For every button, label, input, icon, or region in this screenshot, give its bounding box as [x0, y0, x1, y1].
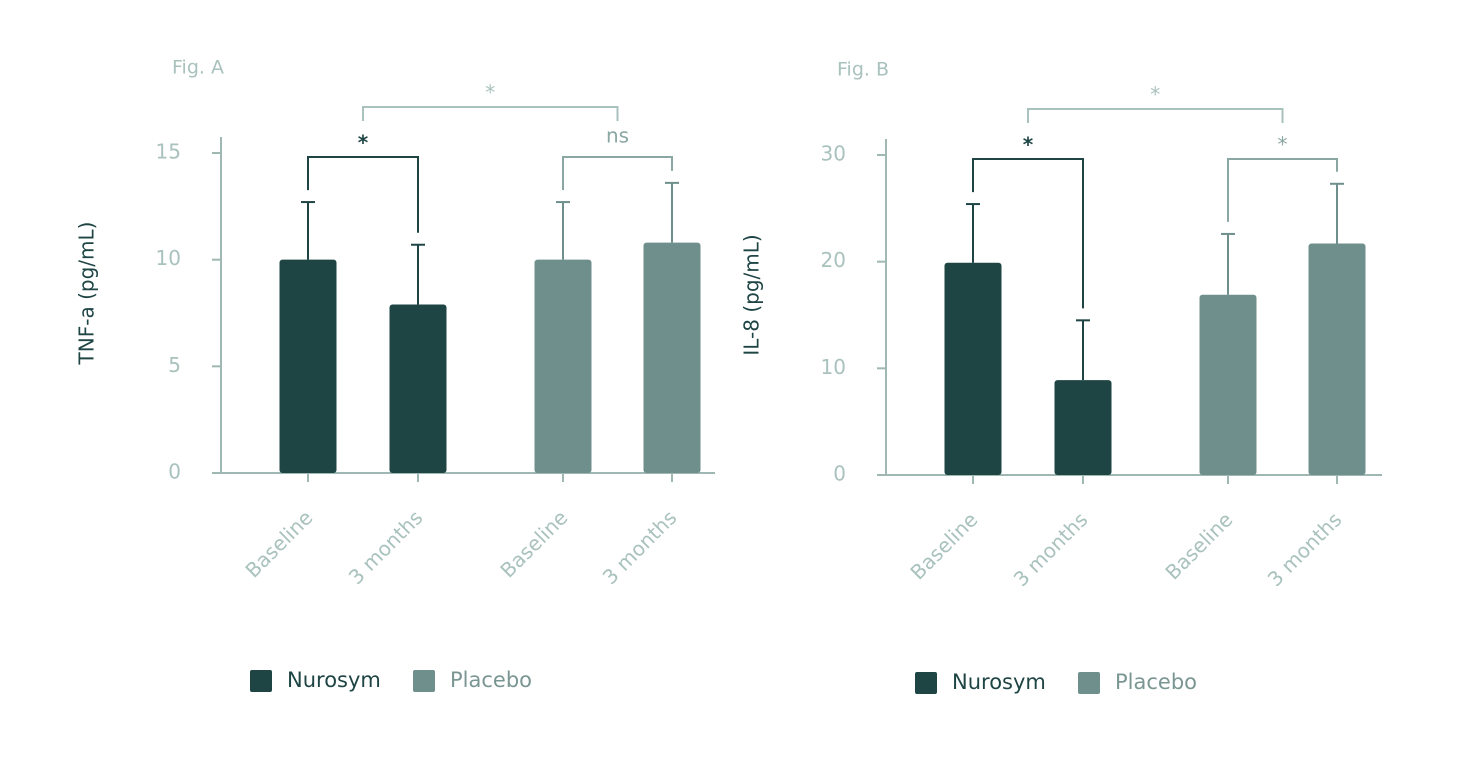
x-tick-label: Baseline: [905, 507, 982, 584]
x-tick-label: 3 months: [1263, 507, 1347, 591]
bar: [1199, 294, 1257, 475]
significance-bracket: [1027, 108, 1284, 123]
significance-bracket: [307, 156, 419, 233]
significance-label: *: [1023, 133, 1034, 157]
legend-swatch: [250, 670, 272, 692]
legend-swatch: [1078, 672, 1100, 694]
figure-label: Fig. B: [837, 59, 889, 81]
significance-bracket: [362, 106, 619, 121]
legend-label: Nurosym: [952, 670, 1046, 694]
x-tick-label: Baseline: [495, 505, 572, 582]
y-tick-label: 0: [168, 460, 181, 484]
figure-label: Fig. A: [172, 57, 224, 79]
x-tick-label: Baseline: [240, 505, 317, 582]
bar: [643, 242, 701, 473]
legend-label: Placebo: [1115, 670, 1197, 694]
significance-label: *: [358, 131, 369, 155]
significance-label: *: [1278, 133, 1288, 157]
y-tick-label: 15: [156, 140, 181, 164]
legend-swatch: [413, 670, 435, 692]
significance-bracket: [972, 158, 1084, 309]
y-tick-label: 30: [821, 142, 846, 166]
y-tick-label: 10: [156, 246, 181, 270]
significance-bracket: [1227, 158, 1338, 222]
legend-label: Nurosym: [287, 668, 381, 692]
y-axis-label: IL-8 (pg/mL): [740, 234, 764, 355]
y-tick-label: 10: [821, 355, 846, 379]
bar: [944, 262, 1002, 475]
bar: [389, 304, 447, 473]
significance-bracket: [562, 156, 673, 191]
legend-swatch: [915, 672, 937, 694]
x-tick-label: 3 months: [344, 505, 428, 589]
bar: [1054, 380, 1112, 475]
x-tick-label: 3 months: [1009, 507, 1093, 591]
bar: [534, 259, 592, 473]
bar: [1308, 243, 1366, 475]
x-tick-label: 3 months: [598, 505, 682, 589]
y-tick-label: 20: [821, 248, 846, 272]
y-tick-label: 5: [168, 353, 181, 377]
legend-label: Placebo: [450, 668, 532, 692]
significance-label: ns: [606, 124, 629, 148]
bar: [279, 259, 337, 473]
y-tick-label: 0: [833, 462, 846, 486]
significance-label: *: [485, 81, 495, 105]
significance-label: *: [1150, 83, 1160, 107]
y-axis-label: TNF-a (pg/mL): [75, 222, 99, 366]
x-tick-label: Baseline: [1160, 507, 1237, 584]
